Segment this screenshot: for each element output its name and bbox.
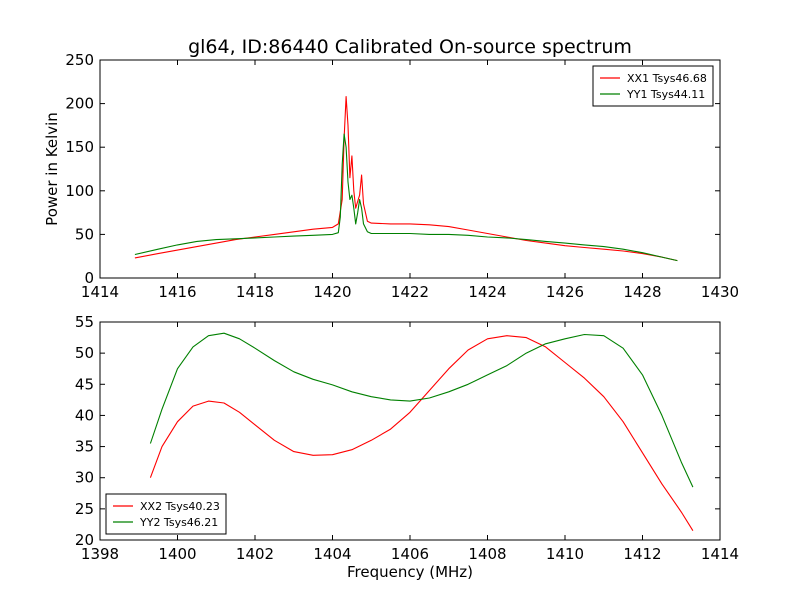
x-tick-label: 1416 (158, 283, 196, 301)
y-tick-label: 50 (75, 225, 94, 243)
x-tick-label: 1424 (468, 283, 506, 301)
bottom-panel: 1398 1400 1402 1404 1406 1408 1410 1412 1414 20 25… (75, 313, 739, 563)
legend-box (105, 493, 227, 535)
legend-box (592, 65, 714, 107)
x-tick-label: 1410 (546, 545, 584, 563)
x-tick-label: 1414 (701, 545, 739, 563)
x-tick-label: 1398 (81, 545, 119, 563)
y-axis-label: Power in Kelvin (43, 112, 61, 226)
legend: XX1 Tsys46.68 YY1 Tsys44.11 (592, 65, 714, 107)
x-tick-label: 1408 (468, 545, 506, 563)
y-tick-label: 30 (75, 469, 94, 487)
x-tick-label: 1418 (236, 283, 274, 301)
y-tick-label: 20 (75, 531, 94, 549)
series-line-red (149, 335, 694, 531)
y-tick-label: 150 (65, 138, 94, 156)
y-tick-label: 0 (84, 269, 94, 287)
x-tick-label: 1404 (313, 545, 351, 563)
x-tick-label: 1430 (701, 283, 739, 301)
y-tick-label: 250 (65, 51, 94, 69)
y-tick-label: 40 (75, 406, 94, 424)
chart-title: gl64, ID:86440 Calibrated On-source spec… (188, 36, 632, 58)
series-line-green (134, 133, 678, 262)
x-tick-label: 1426 (546, 283, 584, 301)
x-tick-label: 1414 (81, 283, 119, 301)
legend-entry: XX2 Tsys40.23 (140, 500, 220, 513)
x-tick-label: 1406 (391, 545, 429, 563)
legend: XX2 Tsys40.23 YY2 Tsys46.21 (105, 493, 227, 535)
legend-entry: YY2 Tsys46.21 (139, 516, 218, 529)
x-tick-label: 1420 (313, 283, 351, 301)
top-panel: 1414 1416 1418 1420 1422 1424 1426 1428 1430 0 50 1… (43, 51, 739, 301)
y-tick-label: 100 (65, 182, 94, 200)
x-tick-label: 1428 (623, 283, 661, 301)
y-tick-label: 55 (75, 313, 94, 331)
x-tick-label: 1412 (623, 545, 661, 563)
x-tick-label: 1400 (158, 545, 196, 563)
y-tick-label: 200 (65, 95, 94, 113)
legend-entry: XX1 Tsys46.68 (627, 72, 707, 85)
x-tick-label: 1402 (236, 545, 274, 563)
series-line-green (149, 332, 694, 488)
y-tick-label: 45 (75, 375, 94, 393)
legend-entry: YY1 Tsys44.11 (626, 88, 705, 101)
x-axis-label: Frequency (MHz) (347, 563, 473, 581)
y-tick-label: 35 (75, 438, 94, 456)
x-tick-label: 1422 (391, 283, 429, 301)
y-tick-label: 25 (75, 500, 94, 518)
y-tick-label: 50 (75, 344, 94, 362)
series-line-red (134, 96, 678, 262)
